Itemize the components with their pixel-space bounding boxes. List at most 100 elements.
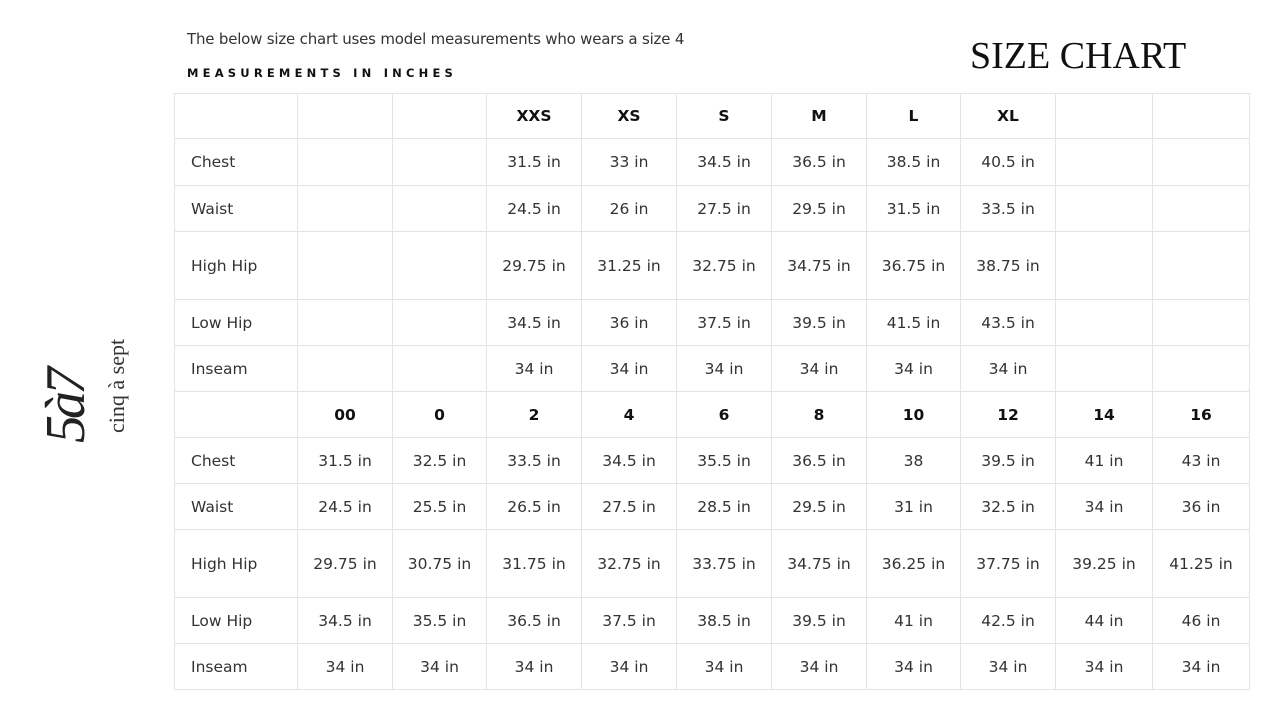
size-header-cell: XS bbox=[581, 93, 677, 139]
measurements-subtitle: MEASUREMENTS IN INCHES bbox=[187, 66, 457, 80]
measurement-cell: 37.5 in bbox=[581, 597, 677, 644]
measurement-cell: 26 in bbox=[581, 185, 677, 232]
measurement-cell bbox=[1152, 138, 1250, 186]
measurement-cell: 32.5 in bbox=[392, 437, 487, 484]
measurement-cell: 34 in bbox=[676, 345, 772, 392]
size-chart-table: XXS XS S M L XL Chest 31.5 in 33 in 34.5 in 36.5 i… bbox=[174, 93, 1250, 690]
measurement-cell: 34 in bbox=[676, 643, 772, 690]
measurement-cell: 34 in bbox=[960, 345, 1056, 392]
row-label bbox=[174, 93, 298, 139]
size-header-cell bbox=[1055, 93, 1153, 139]
measurement-cell: 38 bbox=[866, 437, 961, 484]
table-row: High Hip 29.75 in 30.75 in 31.75 in 32.75 in… bbox=[174, 529, 1250, 598]
measurement-cell: 38.75 in bbox=[960, 231, 1056, 300]
row-label bbox=[174, 391, 298, 438]
measurement-cell: 34 in bbox=[866, 643, 961, 690]
table-row: Inseam 34 in 34 in 34 in 34 in 34 in 34 in bbox=[174, 345, 1250, 392]
measurement-cell: 40.5 in bbox=[960, 138, 1056, 186]
table-row: Waist 24.5 in 26 in 27.5 in 29.5 in 31.5 in 33… bbox=[174, 185, 1250, 232]
measurement-cell: 31 in bbox=[866, 483, 961, 530]
measurement-cell: 34.75 in bbox=[771, 231, 867, 300]
measurement-cell: 34 in bbox=[1055, 483, 1153, 530]
measurement-cell bbox=[1055, 185, 1153, 232]
table-row: High Hip 29.75 in 31.25 in 32.75 in 34.75 in… bbox=[174, 231, 1250, 300]
page-title: SIZE CHART bbox=[970, 35, 1187, 77]
measurement-cell bbox=[1055, 299, 1153, 346]
measurement-cell: 34 in bbox=[486, 345, 582, 392]
measurement-cell: 34.5 in bbox=[297, 597, 393, 644]
measurement-cell: 39.25 in bbox=[1055, 529, 1153, 598]
size-header-cell: 2 bbox=[486, 391, 582, 438]
measurement-cell bbox=[1152, 231, 1250, 300]
measurement-cell: 34 in bbox=[581, 345, 677, 392]
measurement-cell: 34 in bbox=[297, 643, 393, 690]
measurement-cell bbox=[392, 345, 487, 392]
measurement-cell: 43 in bbox=[1152, 437, 1250, 484]
measurement-cell: 32.5 in bbox=[960, 483, 1056, 530]
row-label: Low Hip bbox=[174, 597, 298, 644]
measurement-cell: 41 in bbox=[866, 597, 961, 644]
size-header-cell: S bbox=[676, 93, 772, 139]
table-row: Low Hip 34.5 in 36 in 37.5 in 39.5 in 41.5 in… bbox=[174, 299, 1250, 346]
measurement-cell: 39.5 in bbox=[960, 437, 1056, 484]
measurement-cell bbox=[392, 185, 487, 232]
measurement-cell: 36.75 in bbox=[866, 231, 961, 300]
measurement-cell: 46 in bbox=[1152, 597, 1250, 644]
size-header-cell: 8 bbox=[771, 391, 867, 438]
measurement-cell: 34.75 in bbox=[771, 529, 867, 598]
measurement-cell: 34.5 in bbox=[486, 299, 582, 346]
measurement-cell bbox=[392, 299, 487, 346]
measurement-cell bbox=[297, 345, 393, 392]
row-label: Inseam bbox=[174, 345, 298, 392]
table-row: Inseam 34 in 34 in 34 in 34 in 34 in 34 in 34 i… bbox=[174, 643, 1250, 690]
measurement-cell bbox=[392, 231, 487, 300]
measurement-cell: 31.5 in bbox=[866, 185, 961, 232]
measurement-cell: 37.75 in bbox=[960, 529, 1056, 598]
measurement-cell bbox=[1055, 345, 1153, 392]
size-header-cell: 6 bbox=[676, 391, 772, 438]
size-header-cell: 0 bbox=[392, 391, 487, 438]
size-header-row: 00 0 2 4 6 8 10 12 14 16 bbox=[174, 391, 1250, 438]
table-row: Low Hip 34.5 in 35.5 in 36.5 in 37.5 in 38.5 … bbox=[174, 597, 1250, 644]
size-header-cell: 14 bbox=[1055, 391, 1153, 438]
measurement-cell: 34 in bbox=[392, 643, 487, 690]
measurement-cell: 28.5 in bbox=[676, 483, 772, 530]
table-row: Waist 24.5 in 25.5 in 26.5 in 27.5 in 28.5 in… bbox=[174, 483, 1250, 530]
measurement-cell: 35.5 in bbox=[392, 597, 487, 644]
row-label: Low Hip bbox=[174, 299, 298, 346]
size-header-row: XXS XS S M L XL bbox=[174, 93, 1250, 139]
measurement-cell: 29.5 in bbox=[771, 483, 867, 530]
size-header-cell: L bbox=[866, 93, 961, 139]
size-header-cell bbox=[297, 93, 393, 139]
row-label: High Hip bbox=[174, 529, 298, 598]
measurement-cell bbox=[297, 231, 393, 300]
measurement-cell bbox=[392, 138, 487, 186]
measurement-cell: 39.5 in bbox=[771, 597, 867, 644]
intro-text: The below size chart uses model measurem… bbox=[187, 30, 685, 48]
measurement-cell: 29.75 in bbox=[486, 231, 582, 300]
measurement-cell bbox=[1152, 345, 1250, 392]
measurement-cell bbox=[1152, 185, 1250, 232]
measurement-cell: 34 in bbox=[486, 643, 582, 690]
measurement-cell: 34 in bbox=[960, 643, 1056, 690]
row-label: Chest bbox=[174, 138, 298, 186]
measurement-cell: 41.5 in bbox=[866, 299, 961, 346]
row-label: Inseam bbox=[174, 643, 298, 690]
measurement-cell: 24.5 in bbox=[297, 483, 393, 530]
measurement-cell bbox=[297, 138, 393, 186]
measurement-cell: 41.25 in bbox=[1152, 529, 1250, 598]
measurement-cell: 33 in bbox=[581, 138, 677, 186]
measurement-cell: 34 in bbox=[1152, 643, 1250, 690]
measurement-cell: 36.5 in bbox=[486, 597, 582, 644]
measurement-cell: 33.75 in bbox=[676, 529, 772, 598]
size-header-cell: 10 bbox=[866, 391, 961, 438]
measurement-cell: 36.5 in bbox=[771, 437, 867, 484]
measurement-cell: 33.5 in bbox=[960, 185, 1056, 232]
measurement-cell: 41 in bbox=[1055, 437, 1153, 484]
measurement-cell: 34 in bbox=[771, 345, 867, 392]
brand-logo: 5à7 cinq à sept bbox=[20, 278, 150, 458]
measurement-cell: 38.5 in bbox=[866, 138, 961, 186]
measurement-cell: 43.5 in bbox=[960, 299, 1056, 346]
size-header-cell: M bbox=[771, 93, 867, 139]
measurement-cell: 36 in bbox=[581, 299, 677, 346]
